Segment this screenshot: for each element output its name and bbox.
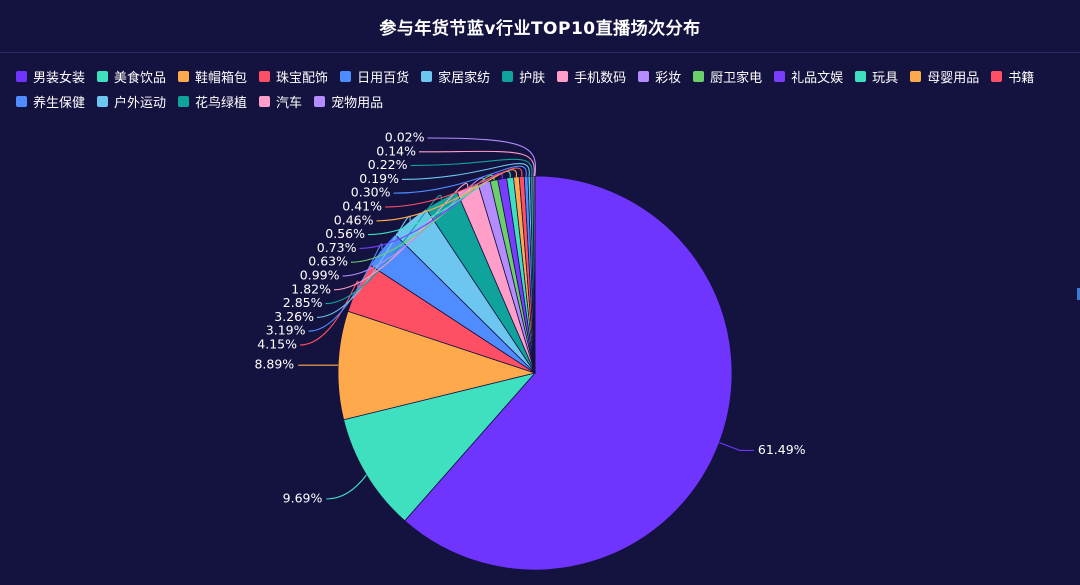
label-leader-line bbox=[719, 442, 754, 451]
legend-item[interactable]: 手机数码 bbox=[557, 66, 626, 86]
legend-item[interactable]: 男装女装 bbox=[16, 66, 85, 86]
legend-swatch bbox=[259, 70, 271, 82]
label-leader-line bbox=[418, 150, 535, 177]
legend-item[interactable]: 养生保健 bbox=[16, 91, 85, 111]
legend-swatch bbox=[557, 70, 569, 82]
legend-label: 汽车 bbox=[276, 95, 303, 111]
slice-label: 61.49% bbox=[758, 442, 806, 457]
slice-label: 2.85% bbox=[283, 295, 323, 310]
legend-item[interactable]: 书籍 bbox=[991, 66, 1034, 86]
legend-swatch bbox=[16, 95, 27, 107]
legend-swatch bbox=[855, 70, 867, 82]
legend-label: 手机数码 bbox=[574, 70, 627, 86]
slice-label: 0.22% bbox=[368, 157, 408, 172]
legend-label: 珠宝配饰 bbox=[276, 70, 329, 86]
legend-swatch bbox=[259, 95, 271, 107]
legend-label: 花鸟绿植 bbox=[195, 95, 248, 111]
label-leader-line bbox=[326, 474, 367, 500]
slice-label: 3.19% bbox=[266, 323, 306, 338]
slice-label: 0.63% bbox=[308, 254, 348, 269]
slice-label: 8.89% bbox=[254, 357, 294, 372]
legend-item[interactable]: 护肤 bbox=[502, 66, 545, 86]
pie-slices bbox=[337, 175, 733, 571]
slice-label: 4.15% bbox=[257, 337, 297, 352]
legend-label: 厨卫家电 bbox=[710, 70, 763, 86]
slice-label: 0.30% bbox=[351, 185, 391, 200]
slice-label: 0.46% bbox=[334, 212, 374, 227]
legend-swatch bbox=[178, 70, 190, 82]
legend-label: 彩妆 bbox=[655, 70, 682, 86]
slice-label: 0.99% bbox=[300, 268, 340, 283]
legend-swatch bbox=[16, 70, 27, 82]
legend-item[interactable]: 玩具 bbox=[855, 66, 898, 86]
legend-swatch bbox=[340, 70, 352, 82]
legend-swatch bbox=[693, 70, 705, 82]
slice-label: 1.82% bbox=[291, 281, 331, 296]
legend-item[interactable]: 厨卫家电 bbox=[693, 66, 762, 86]
side-tab[interactable] bbox=[1077, 288, 1080, 300]
legend-label: 宠物用品 bbox=[331, 95, 384, 111]
legend-label: 日用百货 bbox=[357, 70, 410, 86]
pie-labels: 61.49% 9.69% 8.89% 4.15%3.19%3.26%2.85%1.82… bbox=[254, 130, 805, 506]
legend-swatch bbox=[991, 70, 1003, 82]
legend-swatch bbox=[910, 70, 922, 82]
legend-label: 家居家纺 bbox=[438, 70, 491, 86]
legend-label: 户外运动 bbox=[114, 95, 167, 111]
legend-item[interactable]: 母婴用品 bbox=[910, 66, 979, 86]
legend-item[interactable]: 花鸟绿植 bbox=[178, 91, 247, 111]
legend-item[interactable]: 珠宝配饰 bbox=[259, 66, 328, 86]
label-leader-line bbox=[325, 195, 442, 305]
legend-label: 书籍 bbox=[1008, 70, 1035, 86]
legend-swatch bbox=[774, 70, 786, 82]
legend-item[interactable]: 家居家纺 bbox=[421, 66, 490, 86]
slice-label: 3.26% bbox=[274, 309, 314, 324]
legend-item[interactable]: 彩妆 bbox=[638, 66, 681, 86]
legend-swatch bbox=[638, 70, 650, 82]
legend-item[interactable]: 美食饮品 bbox=[97, 66, 166, 86]
slice-label: 9.69% bbox=[283, 491, 323, 506]
label-leader-line bbox=[401, 163, 530, 180]
legend-item[interactable]: 鞋帽箱包 bbox=[178, 66, 247, 86]
legend-item[interactable]: 礼品文娱 bbox=[774, 66, 843, 86]
slice-label: 0.14% bbox=[376, 143, 416, 158]
legend-item[interactable]: 户外运动 bbox=[97, 91, 166, 111]
legend-label: 养生保健 bbox=[33, 95, 86, 111]
legend-swatch bbox=[97, 70, 109, 82]
label-leader-line bbox=[333, 183, 469, 291]
legend-label: 玩具 bbox=[872, 70, 899, 86]
label-leader-line bbox=[308, 243, 383, 332]
legend-swatch bbox=[178, 95, 190, 107]
chart-title: 参与年货节蓝v行业TOP10直播场次分布 bbox=[379, 19, 701, 39]
legend-label: 鞋帽箱包 bbox=[195, 70, 248, 86]
slice-label: 0.41% bbox=[342, 199, 382, 214]
legend-label: 男装女装 bbox=[33, 70, 86, 86]
legend-label: 母婴用品 bbox=[927, 70, 980, 86]
slice-label: 0.73% bbox=[317, 240, 357, 255]
legend-item[interactable]: 日用百货 bbox=[340, 66, 409, 86]
legend-label: 护肤 bbox=[519, 70, 546, 86]
legend-swatch bbox=[97, 95, 109, 107]
title-divider bbox=[0, 52, 1080, 53]
legend-item[interactable]: 宠物用品 bbox=[314, 91, 383, 111]
legend-swatch bbox=[314, 95, 326, 107]
legend-item[interactable]: 汽车 bbox=[259, 91, 302, 111]
label-leader-line bbox=[427, 137, 537, 177]
legend-label: 美食饮品 bbox=[114, 70, 167, 86]
label-leader-line bbox=[376, 169, 517, 222]
label-leader-line bbox=[384, 167, 523, 208]
legend-swatch bbox=[502, 70, 514, 82]
pie-slice[interactable] bbox=[343, 372, 537, 522]
legend-swatch bbox=[421, 70, 433, 82]
label-leader-line bbox=[367, 170, 511, 236]
label-leader-line bbox=[393, 165, 527, 194]
slice-label: 0.02% bbox=[385, 130, 425, 145]
slice-label: 0.19% bbox=[359, 171, 399, 186]
legend-label: 礼品文娱 bbox=[791, 70, 844, 86]
label-leader-line bbox=[410, 158, 533, 177]
legend: 男装女装 美食饮品 鞋帽箱包 珠宝配饰 日用百货 家居家纺 护肤 手机数码 彩妆 厨卫家电 礼品文娱… bbox=[16, 66, 1066, 111]
slice-label: 0.56% bbox=[325, 226, 365, 241]
